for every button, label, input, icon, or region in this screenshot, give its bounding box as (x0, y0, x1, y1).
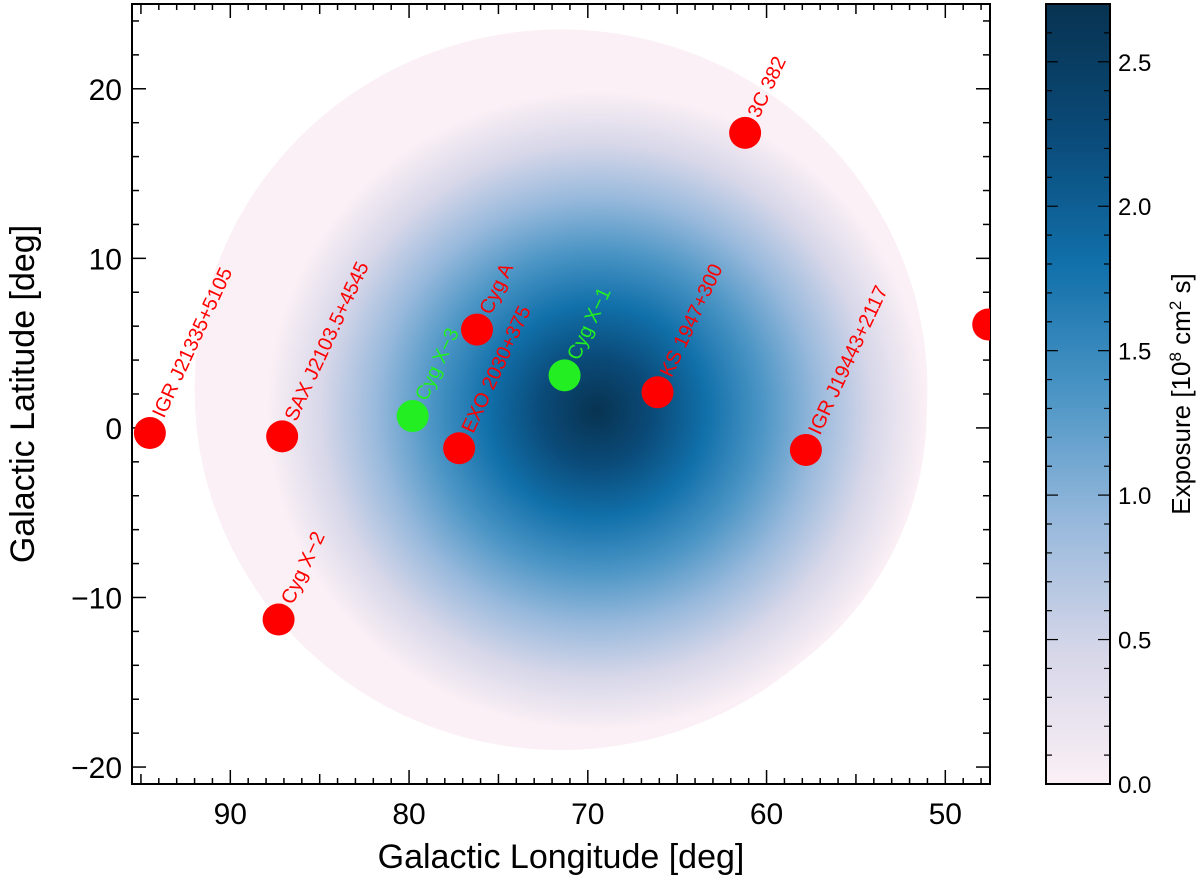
y-tick-label: −10 (71, 582, 122, 615)
y-tick-label: −20 (71, 752, 122, 785)
y-tick-label: 0 (105, 413, 122, 446)
source-marker (972, 308, 990, 341)
source-marker (460, 313, 493, 346)
colorbar-tick-label: 1.5 (1118, 339, 1151, 366)
colorbar-tick-label: 2.5 (1118, 50, 1151, 77)
x-axis-ticks: 90 80 70 60 50 (140, 4, 982, 831)
colorbar-label: Exposure [108 cm2 s] (1166, 273, 1197, 515)
source-marker (262, 603, 295, 636)
y-axis-ticks: −20 −10 0 10 20 (71, 20, 990, 785)
colorbar-ticks: 0.0 0.5 1.0 1.5 2.0 2.5 (1046, 3, 1151, 799)
x-tick-label: 60 (750, 798, 783, 831)
source-marker (443, 432, 476, 465)
source-marker (729, 116, 762, 149)
y-tick-label: 10 (89, 243, 122, 276)
exposure-core (266, 90, 927, 731)
x-tick-label: 50 (929, 798, 962, 831)
colorbar-tick-label: 0.0 (1118, 772, 1151, 799)
y-axis-label: Galactic Latitude [deg] (4, 225, 42, 563)
source-marker (266, 420, 299, 453)
colorbar-tick-label: 2.0 (1118, 194, 1151, 221)
x-tick-label: 80 (392, 798, 425, 831)
source-marker (789, 433, 822, 466)
source-markers (133, 116, 990, 636)
source-marker (548, 359, 581, 392)
colorbar (1045, 3, 1111, 785)
colorbar-tick-label: 0.5 (1118, 628, 1151, 655)
x-tick-label: 70 (571, 798, 604, 831)
y-tick-label: 20 (89, 74, 122, 107)
source-marker (396, 400, 429, 433)
source-marker (133, 417, 166, 449)
colorbar-tick-label: 1.0 (1118, 483, 1151, 510)
x-tick-label: 90 (214, 798, 247, 831)
x-axis-label: Galactic Longitude [deg] (378, 838, 745, 876)
source-marker (641, 376, 674, 409)
